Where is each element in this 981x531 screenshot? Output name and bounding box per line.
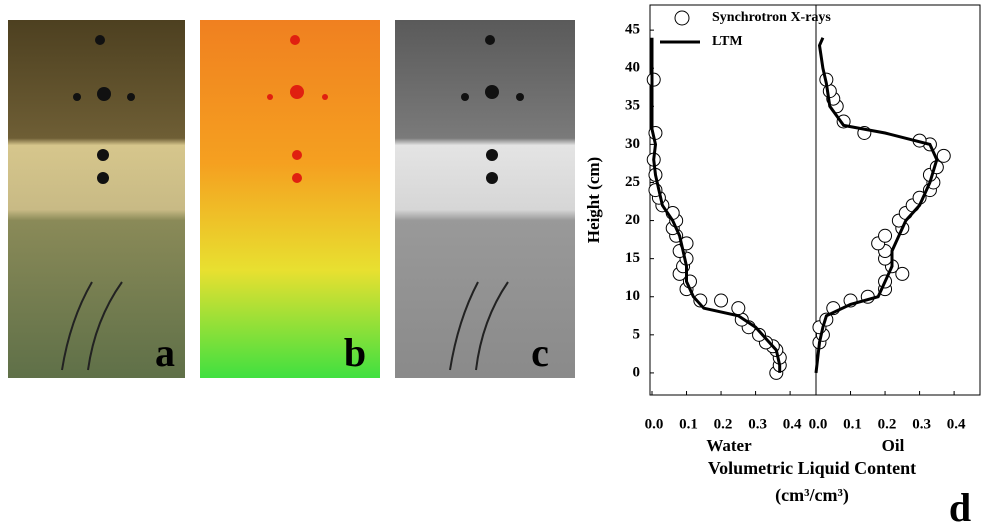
x-axis-title: (cm³/cm³) [775, 485, 849, 506]
x-tick-label: 0.0 [809, 416, 828, 432]
x-tick-label: 0.3 [748, 416, 767, 432]
x-tick-label: 0.1 [843, 416, 862, 432]
x-tick-label: 0.4 [783, 416, 802, 432]
x-tick-label: 0.4 [947, 416, 966, 432]
data-point [752, 327, 767, 342]
data-point [895, 266, 910, 281]
panel-label: a [155, 330, 175, 375]
data-point [936, 148, 951, 163]
plot-frame [649, 4, 981, 396]
x-axis-label: Water [706, 436, 752, 455]
y-tick-label: 35 [625, 98, 640, 114]
x-tick-label: 0.0 [645, 416, 664, 432]
y-tick-label: 20 [625, 212, 640, 228]
y-tick-label: 40 [625, 60, 640, 76]
data-point [646, 72, 661, 87]
legend-label: LTM [712, 34, 743, 49]
data-point [731, 301, 746, 316]
panel-label: d [949, 485, 971, 530]
x-tick-label: 0.2 [714, 416, 733, 432]
x-tick-label: 0.1 [679, 416, 698, 432]
x-tick-label: 0.3 [912, 416, 931, 432]
x-tick-label: 0.2 [878, 416, 897, 432]
y-tick-label: 25 [625, 174, 640, 190]
y-axis-title: Height (cm) [584, 157, 603, 243]
x-axis-label: Oil [882, 436, 905, 455]
data-point [714, 293, 729, 308]
y-tick-label: 10 [625, 288, 640, 304]
photo-c: c [395, 20, 575, 378]
ltm-line [814, 37, 939, 374]
legend-swatch [674, 10, 690, 26]
y-tick-label: 45 [625, 22, 640, 38]
legend-label: Synchrotron X-rays [712, 10, 831, 25]
y-tick-label: 0 [633, 364, 641, 380]
y-tick-label: 5 [633, 326, 641, 342]
panel-label: c [531, 330, 549, 375]
y-tick-label: 30 [625, 136, 640, 152]
photo-b: b [200, 20, 380, 378]
x-axis-title: Volumetric Liquid Content [708, 458, 916, 478]
ltm-line [650, 37, 782, 373]
y-tick-label: 15 [625, 250, 640, 266]
data-point [878, 228, 893, 243]
data-point [693, 293, 708, 308]
photo-a: a [8, 20, 185, 378]
panel-label: b [344, 330, 366, 375]
